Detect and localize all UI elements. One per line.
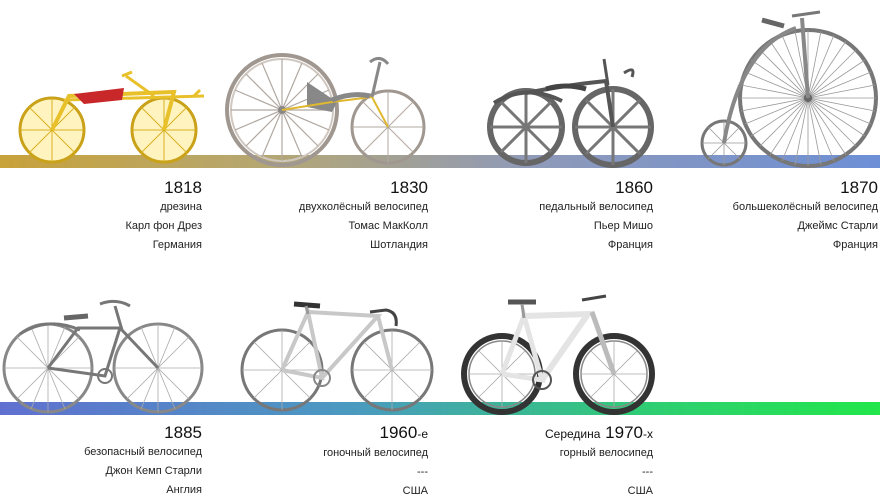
caption-mid-1970s: Середина 1970-х горный велосипед --- США [453, 423, 653, 501]
bike-type: двухколёсный велосипед [298, 201, 428, 213]
country: Шотландия [370, 239, 428, 251]
country: Англия [166, 484, 202, 496]
bike-type: большеколёсный велосипед [732, 201, 878, 213]
inventor: Джон Кемп Старли [105, 465, 202, 477]
bike-type: гоночный велосипед [323, 447, 428, 459]
bike-type: дрезина [160, 201, 202, 213]
year-number: 1970 [605, 423, 643, 442]
draisine-illustration [18, 70, 205, 164]
racing-bicycle-illustration [240, 301, 434, 412]
year-label: 1870 [840, 178, 878, 197]
mountain-bike-illustration [461, 294, 655, 415]
year-label: 1818 [164, 178, 202, 197]
inventor: Томас МакКолл [348, 220, 428, 232]
year-prefix: Середина [545, 427, 601, 441]
two-wheeled-bicycle-illustration [225, 53, 426, 167]
caption-1830: 1830 двухколёсный велосипед Томас МакКол… [228, 178, 428, 255]
year-label: Середина 1970-х [453, 423, 653, 444]
country: Франция [832, 239, 878, 251]
safety-bicycle-illustration [2, 299, 204, 414]
bike-type: безопасный велосипед [84, 446, 202, 458]
year-label: 1830 [390, 178, 428, 197]
timeline-bar-top [0, 155, 880, 168]
inventor: --- [642, 466, 653, 478]
inventor: Пьер Мишо [593, 220, 653, 232]
caption-1818: 1818 дрезина Карл фон Дрез Германия [2, 178, 202, 255]
penny-farthing-illustration [700, 10, 878, 168]
country: США [402, 485, 428, 497]
pedal-bicycle-illustration [487, 58, 654, 168]
caption-1860: 1860 педальный велосипед Пьер Мишо Франц… [453, 178, 653, 255]
inventor: Карл фон Дрез [125, 220, 202, 232]
year-number: 1960 [379, 423, 418, 442]
timeline-bar-bottom [0, 402, 880, 415]
inventor: --- [417, 466, 428, 478]
year-suffix: -е [417, 427, 428, 441]
caption-1885: 1885 безопасный велосипед Джон Кемп Стар… [2, 423, 202, 500]
inventor: Джеймс Старли [797, 220, 878, 232]
caption-1960s: 1960-е гоночный велосипед --- США [228, 423, 428, 501]
country: Германия [152, 239, 202, 251]
year-label: 1885 [164, 423, 202, 442]
bike-type: горный велосипед [559, 447, 653, 459]
year-suffix: -х [643, 427, 653, 441]
year-label: 1860 [615, 178, 653, 197]
bike-type: педальный велосипед [539, 201, 653, 213]
country: США [627, 485, 653, 497]
caption-1870: 1870 большеколёсный велосипед Джеймс Ста… [678, 178, 878, 255]
year-label: 1960-е [228, 423, 429, 444]
country: Франция [607, 239, 653, 251]
